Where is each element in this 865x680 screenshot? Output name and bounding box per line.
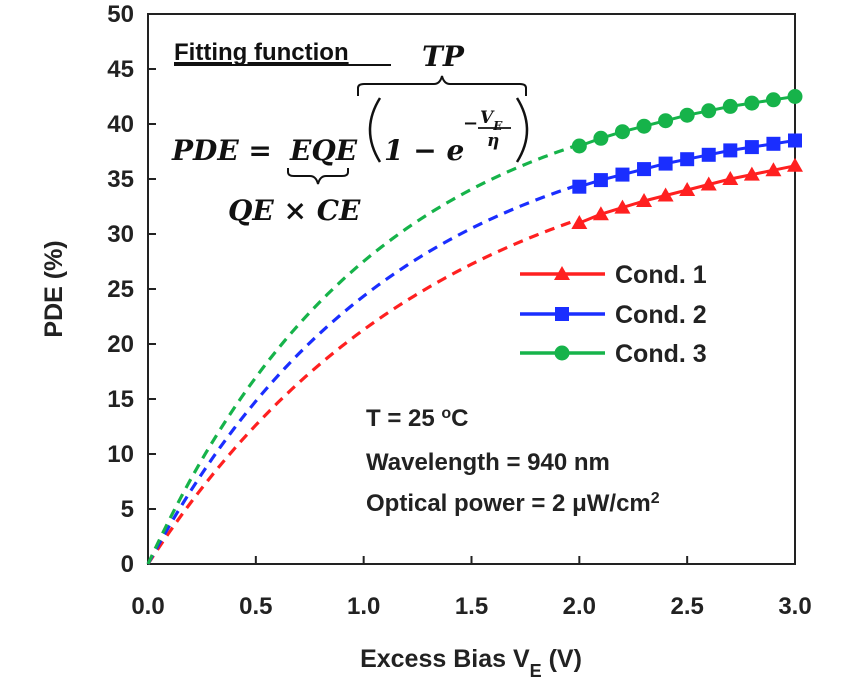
data-point-series-1 xyxy=(765,162,782,177)
data-point-series-2 xyxy=(593,173,608,188)
y-tick-label: 45 xyxy=(107,56,134,83)
x-axis-ticks: 0.0 0.5 1.0 1.5 2.0 2.5 3.0 xyxy=(131,556,812,620)
data-point-series-1 xyxy=(679,182,696,196)
data-point-series-3 xyxy=(636,118,652,134)
legend-label-2: Cond. 2 xyxy=(615,301,707,329)
temperature-degree-sup: o xyxy=(441,405,451,422)
data-point-series-2 xyxy=(766,136,781,151)
x-axis-title: Excess Bias VE (V) xyxy=(360,645,582,680)
x-axis-title-subscript: E xyxy=(530,661,542,680)
fitting-function-annotation: Fitting function PDE = EQE 1 − e − VE η … xyxy=(171,39,529,227)
condition-optical-power: Optical power = 2 μW/cm2 xyxy=(366,490,660,518)
y-tick-label: 30 xyxy=(107,221,134,248)
y-tick-label: 25 xyxy=(107,276,134,303)
right-parenthesis xyxy=(515,97,529,163)
y-axis-title: PDE (%) xyxy=(40,240,68,337)
series-markers xyxy=(571,89,803,229)
data-point-series-2 xyxy=(680,152,695,167)
y-tick-label: 15 xyxy=(107,386,134,413)
data-point-series-2 xyxy=(701,147,716,162)
data-point-series-3 xyxy=(701,103,717,119)
data-point-series-3 xyxy=(658,113,674,129)
data-point-series-3 xyxy=(765,92,781,108)
data-point-series-3 xyxy=(593,130,609,146)
data-point-series-1 xyxy=(657,187,674,202)
data-point-series-3 xyxy=(744,95,760,111)
exponent-minus: − xyxy=(463,113,478,134)
x-tick-label: 2.5 xyxy=(670,593,703,620)
fit-curves xyxy=(146,144,580,565)
data-point-series-3 xyxy=(571,138,587,154)
equation-paren-term: 1 − e xyxy=(384,134,464,167)
data-point-series-1 xyxy=(614,199,631,214)
data-point-series-1 xyxy=(592,206,609,221)
over-brace xyxy=(357,75,527,96)
data-point-series-1 xyxy=(700,176,717,191)
data-point-series-2 xyxy=(723,143,738,158)
condition-temperature: T = 25 oC xyxy=(366,405,469,433)
under-brace xyxy=(287,168,349,185)
legend-marker-3 xyxy=(554,345,570,361)
legend-label-3: Cond. 3 xyxy=(615,340,707,368)
data-point-series-1 xyxy=(722,171,739,185)
data-point-series-1 xyxy=(743,166,760,181)
y-axis-ticks: 0 5 10 15 20 25 30 35 40 45 50 xyxy=(107,1,156,578)
optical-power-sup: 2 xyxy=(651,490,660,507)
y-tick-label: 10 xyxy=(107,441,134,468)
fit-curve-3 xyxy=(146,144,580,565)
y-tick-label: 40 xyxy=(107,111,134,138)
x-tick-label: 0.0 xyxy=(131,593,164,620)
legend: Cond. 1 Cond. 2 Cond. 3 xyxy=(520,261,707,368)
data-point-series-3 xyxy=(679,107,695,123)
data-point-series-2 xyxy=(615,167,630,182)
x-tick-label: 0.5 xyxy=(239,593,272,620)
left-parenthesis xyxy=(368,97,382,163)
condition-wavelength: Wavelength = 940 nm xyxy=(366,449,610,476)
exponent-numerator: VE xyxy=(480,108,503,133)
data-point-series-2 xyxy=(788,133,802,148)
data-point-series-2 xyxy=(637,162,652,177)
legend-marker-1 xyxy=(554,266,570,280)
legend-label-1: Cond. 1 xyxy=(615,261,707,289)
x-tick-label: 2.0 xyxy=(563,593,596,620)
fitting-title: Fitting function xyxy=(174,39,349,66)
data-point-series-3 xyxy=(787,89,803,104)
data-point-series-3 xyxy=(722,98,738,114)
over-brace-label: TP xyxy=(422,40,465,73)
y-tick-label: 0 xyxy=(121,551,134,578)
under-brace-label: QE × CE xyxy=(228,194,361,227)
equation-lhs: PDE = xyxy=(171,134,272,167)
exponent-numerator-subscript: E xyxy=(492,119,503,133)
measurement-conditions: T = 25 oC Wavelength = 940 nm Optical po… xyxy=(366,405,660,518)
y-tick-label: 50 xyxy=(107,1,134,28)
y-tick-label: 35 xyxy=(107,166,134,193)
data-point-series-2 xyxy=(572,179,587,194)
x-tick-label: 1.0 xyxy=(347,593,380,620)
equation-eqe: EQE xyxy=(289,134,358,167)
fit-curve-1 xyxy=(146,220,580,565)
data-point-series-2 xyxy=(744,140,759,155)
fit-curve-2 xyxy=(146,185,580,565)
x-tick-label: 1.5 xyxy=(455,593,488,620)
data-point-series-1 xyxy=(787,157,803,172)
data-point-series-1 xyxy=(636,193,653,207)
data-point-series-2 xyxy=(658,156,673,171)
y-tick-label: 20 xyxy=(107,331,134,358)
exponent-denominator: η xyxy=(487,131,499,151)
data-point-series-1 xyxy=(571,215,588,229)
legend-marker-2 xyxy=(555,307,569,321)
y-tick-label: 5 xyxy=(121,496,134,523)
x-tick-label: 3.0 xyxy=(778,593,811,620)
data-point-series-3 xyxy=(614,124,630,140)
